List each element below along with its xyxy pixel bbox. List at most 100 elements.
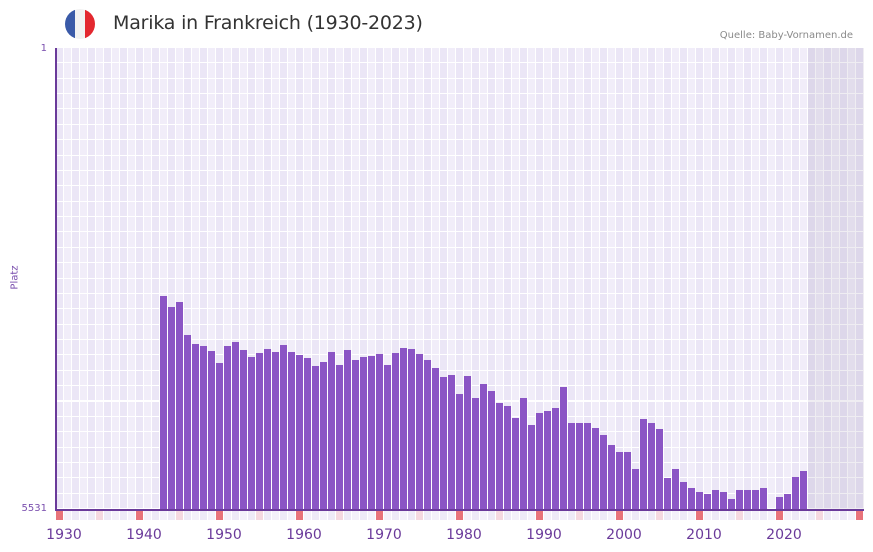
grid-cell xyxy=(536,170,543,186)
bar-1959[interactable] xyxy=(304,358,311,509)
bar-1993[interactable] xyxy=(576,423,583,509)
grid-cell xyxy=(752,309,759,324)
bar-2001[interactable] xyxy=(640,419,647,509)
bar-1964[interactable] xyxy=(344,350,351,509)
bar-2015[interactable] xyxy=(752,490,759,509)
bar-1951[interactable] xyxy=(240,350,247,509)
bar-1996[interactable] xyxy=(600,435,607,509)
bar-1960[interactable] xyxy=(312,366,319,509)
bar-1985[interactable] xyxy=(512,418,519,509)
bar-1943[interactable] xyxy=(176,302,183,509)
bar-1953[interactable] xyxy=(256,353,263,509)
bar-1974[interactable] xyxy=(424,360,431,509)
bar-2013[interactable] xyxy=(736,490,743,509)
grid-cell xyxy=(704,309,711,324)
grid-cell xyxy=(736,124,743,140)
bar-2005[interactable] xyxy=(672,469,679,509)
bar-2004[interactable] xyxy=(664,478,671,509)
bar-1949[interactable] xyxy=(224,346,231,509)
bar-2021[interactable] xyxy=(800,471,807,509)
bar-2008[interactable] xyxy=(696,492,703,509)
bar-1955[interactable] xyxy=(272,352,279,509)
year-marker xyxy=(120,511,127,520)
grid-cell xyxy=(648,201,655,217)
bar-1998[interactable] xyxy=(616,452,623,509)
grid-cell xyxy=(680,155,687,170)
grid-cell xyxy=(208,140,215,155)
bar-1973[interactable] xyxy=(416,354,423,509)
bar-1994[interactable] xyxy=(584,423,591,509)
bar-2006[interactable] xyxy=(680,482,687,509)
bar-1981[interactable] xyxy=(480,384,487,509)
grid-cell xyxy=(240,201,247,217)
grid-cell xyxy=(752,355,759,370)
grid-cell xyxy=(144,94,151,109)
bar-2000[interactable] xyxy=(632,469,639,509)
bar-1980[interactable] xyxy=(472,398,479,509)
bar-1947[interactable] xyxy=(208,351,215,509)
bar-1991[interactable] xyxy=(560,387,567,509)
bar-2007[interactable] xyxy=(688,488,695,509)
bar-1945[interactable] xyxy=(192,344,199,509)
bar-2014[interactable] xyxy=(744,490,751,509)
bar-2003[interactable] xyxy=(656,429,663,509)
bar-1950[interactable] xyxy=(232,342,239,509)
bar-2012[interactable] xyxy=(728,499,735,509)
bar-2002[interactable] xyxy=(648,423,655,509)
bar-1966[interactable] xyxy=(360,357,367,509)
bar-1983[interactable] xyxy=(496,403,503,509)
bar-1965[interactable] xyxy=(352,360,359,509)
grid-cell xyxy=(408,247,415,263)
grid-cell xyxy=(296,186,303,201)
bar-1977[interactable] xyxy=(448,375,455,509)
bar-1995[interactable] xyxy=(592,428,599,509)
bar-1942[interactable] xyxy=(168,307,175,509)
bar-2009[interactable] xyxy=(704,494,711,509)
bar-1946[interactable] xyxy=(200,346,207,509)
grid-cell xyxy=(784,140,791,155)
bar-1952[interactable] xyxy=(248,357,255,509)
bar-1961[interactable] xyxy=(320,362,327,509)
bar-1948[interactable] xyxy=(216,363,223,509)
bar-1986[interactable] xyxy=(520,398,527,509)
bar-1978[interactable] xyxy=(456,394,463,509)
bar-2020[interactable] xyxy=(792,477,799,509)
bar-1963[interactable] xyxy=(336,365,343,509)
bar-1999[interactable] xyxy=(624,452,631,509)
bar-1962[interactable] xyxy=(328,352,335,509)
bar-1972[interactable] xyxy=(408,349,415,509)
grid-cell xyxy=(768,416,775,432)
bar-1954[interactable] xyxy=(264,349,271,509)
bar-1967[interactable] xyxy=(368,356,375,509)
bar-1988[interactable] xyxy=(536,413,543,509)
bar-1992[interactable] xyxy=(568,423,575,509)
bar-1970[interactable] xyxy=(392,353,399,509)
bar-1958[interactable] xyxy=(296,355,303,509)
grid-cell xyxy=(616,109,623,124)
bar-1979[interactable] xyxy=(464,376,471,509)
bar-2018[interactable] xyxy=(776,497,783,509)
bar-1976[interactable] xyxy=(440,377,447,509)
bar-1941[interactable] xyxy=(160,296,167,509)
bar-1968[interactable] xyxy=(376,354,383,509)
bar-2010[interactable] xyxy=(712,490,719,509)
bar-1989[interactable] xyxy=(544,411,551,509)
bar-1969[interactable] xyxy=(384,365,391,509)
bar-2019[interactable] xyxy=(784,494,791,509)
bar-1956[interactable] xyxy=(280,345,287,509)
bar-1971[interactable] xyxy=(400,348,407,509)
bar-2016[interactable] xyxy=(760,488,767,509)
bar-1982[interactable] xyxy=(488,391,495,509)
grid-cell xyxy=(280,247,287,263)
bar-1997[interactable] xyxy=(608,445,615,509)
bar-2011[interactable] xyxy=(720,492,727,509)
bar-1957[interactable] xyxy=(288,352,295,509)
bar-1984[interactable] xyxy=(504,406,511,509)
bar-1990[interactable] xyxy=(552,408,559,509)
grid-cell xyxy=(640,232,647,247)
bar-1975[interactable] xyxy=(432,368,439,509)
grid-cell xyxy=(768,124,775,140)
bar-1944[interactable] xyxy=(184,335,191,509)
grid-cell xyxy=(128,263,135,278)
bar-1987[interactable] xyxy=(528,425,535,509)
